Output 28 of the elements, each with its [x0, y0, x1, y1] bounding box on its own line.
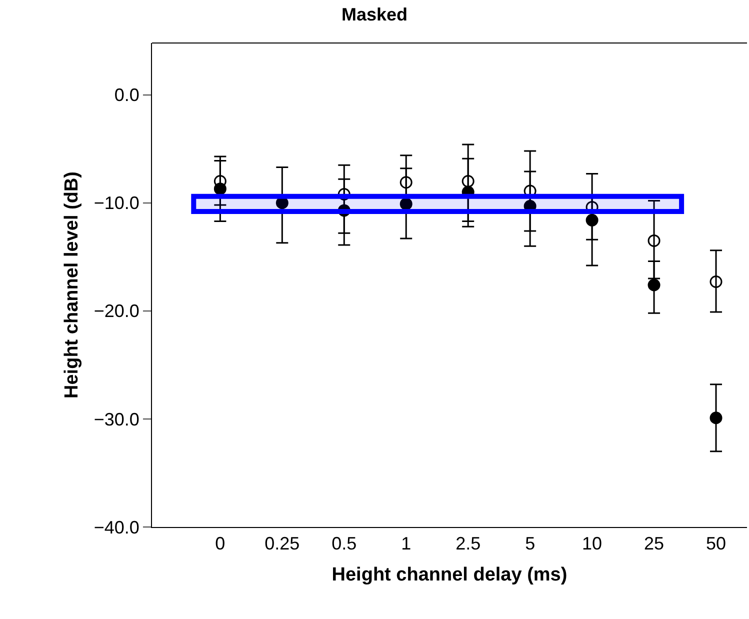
x-tick-label: 0.5	[332, 534, 357, 554]
x-tick-label: 25	[644, 534, 664, 554]
x-tick-label: 50	[706, 534, 726, 554]
point	[214, 182, 226, 196]
point	[648, 234, 660, 247]
y-tick-label: −20.0	[94, 301, 140, 322]
y-axis-title: Height channel level (dB)	[62, 172, 83, 398]
point	[400, 198, 412, 210]
y-tick-label: −10.0	[94, 193, 140, 214]
y-tick-label: −30.0	[94, 409, 140, 430]
x-tick-label: 5	[525, 534, 536, 554]
point	[648, 278, 660, 292]
point	[710, 276, 722, 288]
x-tick-label: 2.5	[456, 534, 481, 554]
x-tick-label: 0	[215, 534, 226, 554]
point	[338, 188, 350, 200]
y-tick-label: −40.0	[94, 517, 140, 538]
point	[462, 175, 474, 188]
x-axis-title: Height channel delay (ms)	[332, 564, 568, 586]
y-tick-label: 0.0	[114, 85, 140, 106]
x-tick-label: 1	[401, 534, 412, 554]
x-tick-label: 0.25	[264, 534, 300, 554]
point	[400, 176, 412, 189]
x-tick-label: 10	[582, 534, 602, 554]
point	[710, 412, 722, 424]
chart-title: Masked	[341, 4, 408, 25]
point	[338, 204, 350, 217]
point	[586, 214, 598, 226]
